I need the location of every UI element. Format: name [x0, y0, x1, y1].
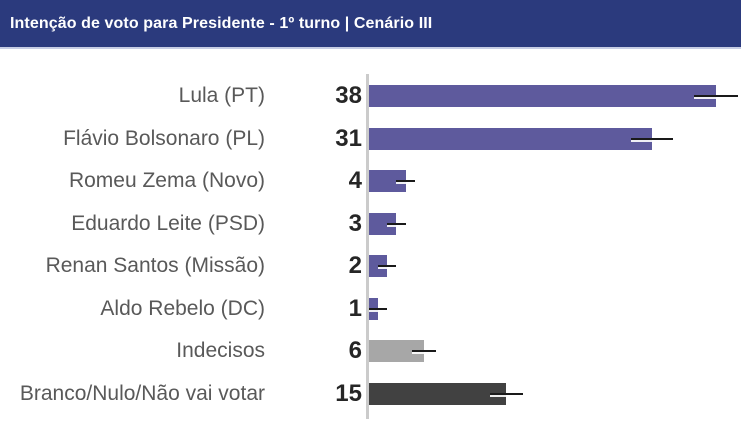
bar [369, 170, 406, 193]
bar-area [369, 330, 741, 373]
chart-rows: Lula (PT) 38 Flávio Bolsonaro (PL) 31 Ro… [0, 49, 741, 415]
error-bar [387, 222, 406, 225]
category-label: Branco/Nulo/Não vai votar [19, 381, 265, 405]
bar [369, 127, 653, 150]
value-label: 1 [348, 294, 362, 322]
error-bar [411, 350, 436, 353]
value-label: 31 [335, 124, 362, 152]
category-label: Lula (PT) [178, 84, 265, 108]
bar [369, 340, 424, 363]
bar [369, 382, 507, 405]
bar [369, 212, 397, 235]
bar-area [369, 75, 741, 118]
value-label: 2 [348, 252, 362, 280]
bar [369, 85, 717, 108]
value-label: 3 [348, 209, 362, 237]
error-bar [631, 137, 674, 140]
bar-area [369, 288, 741, 331]
bar-area [369, 203, 741, 246]
chart-row: Aldo Rebelo (DC) 1 [0, 288, 741, 331]
value-label: 38 [335, 82, 362, 110]
value-label: 4 [348, 167, 362, 195]
chart-row: Renan Santos (Missão) 2 [0, 245, 741, 288]
error-bar [378, 265, 397, 268]
chart-row: Branco/Nulo/Não vai votar 15 [0, 373, 741, 416]
bar-area [369, 160, 741, 203]
y-axis-line [366, 74, 369, 419]
title-bar: Intenção de voto para Presidente - 1º tu… [0, 0, 741, 49]
bar-chart: Lula (PT) 38 Flávio Bolsonaro (PL) 31 Ro… [0, 49, 741, 438]
chart-row: Eduardo Leite (PSD) 3 [0, 203, 741, 246]
category-label: Eduardo Leite (PSD) [71, 211, 265, 235]
value-label: 6 [348, 337, 362, 365]
chart-row: Romeu Zema (Novo) 4 [0, 160, 741, 203]
category-label: Renan Santos (Missão) [45, 254, 265, 278]
chart-row: Flávio Bolsonaro (PL) 31 [0, 118, 741, 161]
error-bar [396, 180, 415, 183]
value-label: 15 [335, 379, 362, 407]
error-bar [694, 95, 739, 98]
chart-row: Lula (PT) 38 [0, 75, 741, 118]
category-label: Indecisos [176, 339, 265, 363]
page-title: Intenção de voto para Presidente - 1º tu… [10, 15, 433, 32]
chart-row: Indecisos 6 [0, 330, 741, 373]
error-bar [489, 392, 523, 395]
category-label: Romeu Zema (Novo) [68, 169, 265, 193]
error-bar [369, 307, 388, 310]
bar-area [369, 373, 741, 416]
bar-area [369, 245, 741, 288]
category-label: Flávio Bolsonaro (PL) [63, 126, 265, 150]
category-label: Aldo Rebelo (DC) [100, 296, 265, 320]
bar-area [369, 118, 741, 161]
